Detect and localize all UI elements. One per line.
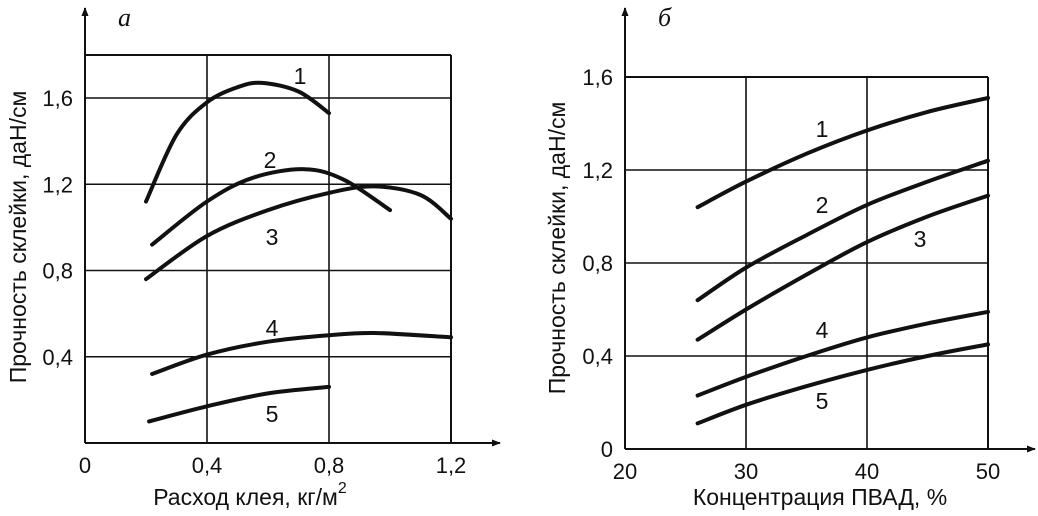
x-axis-label: Расход клея, кг/м2 xyxy=(153,480,347,510)
x-tick-label: 50 xyxy=(976,459,1000,484)
x-axis-label-superscript: 2 xyxy=(338,480,347,497)
y-tick-label: 0,4 xyxy=(582,344,613,369)
chart-panel-2: 20 30 40 50 0 0,4 0,8 1,2 1,6 б Концентрация ПВАД,… xyxy=(544,3,1036,510)
series-label-1: 1 xyxy=(294,63,307,89)
x-axis-label: Концентрация ПВАД, % xyxy=(693,484,947,510)
series-label-2: 2 xyxy=(264,147,277,173)
series-line-2 xyxy=(150,167,392,247)
x-tick-label: 1,2 xyxy=(436,453,467,478)
panel-label: а xyxy=(118,3,131,32)
x-tick-label: 0 xyxy=(79,453,91,478)
series-line-4 xyxy=(150,330,453,376)
x-tick-label: 0,8 xyxy=(314,453,345,478)
y-tick-label: 0,8 xyxy=(582,251,613,276)
series-label-4: 4 xyxy=(816,317,829,343)
series-label-4: 4 xyxy=(266,315,279,341)
series-label-1: 1 xyxy=(816,116,829,142)
series-line-5 xyxy=(147,384,331,424)
series-line-3 xyxy=(144,184,453,282)
y-tick-label: 0,8 xyxy=(42,259,73,284)
series-label-5: 5 xyxy=(816,388,829,414)
x-tick-label: 30 xyxy=(734,459,758,484)
y-tick-label: 1,6 xyxy=(582,65,613,90)
series-line-2 xyxy=(695,158,990,303)
y-tick-label: 1,2 xyxy=(582,158,613,183)
panel-label: б xyxy=(658,3,672,32)
series-label-5: 5 xyxy=(266,401,279,427)
series-label-3: 3 xyxy=(914,226,927,252)
y-tick-label: 1,6 xyxy=(42,86,73,111)
series-line-1 xyxy=(144,80,331,204)
x-tick-label: 0,4 xyxy=(192,453,223,478)
x-tick-label: 40 xyxy=(855,459,879,484)
y-axis-label: Прочность склейки, даН/см xyxy=(5,91,31,384)
series-line-5 xyxy=(695,342,990,426)
y-tick-label: 1,2 xyxy=(42,172,73,197)
y-tick-label: 0 xyxy=(601,437,613,462)
series-label-3: 3 xyxy=(266,224,279,250)
chart-panel-1: 0 0,4 0,8 1,2 0,4 0,8 1,2 1,6 а Расход клея, кг/м… xyxy=(5,3,501,510)
x-tick-label: 20 xyxy=(613,459,637,484)
series-line-4 xyxy=(695,309,990,398)
series-label-2: 2 xyxy=(816,192,829,218)
series-line-3 xyxy=(695,193,990,342)
y-axis-label: Прочность склейки, даН/см xyxy=(544,102,570,395)
series-line-1 xyxy=(695,95,990,210)
y-tick-label: 0,4 xyxy=(42,345,73,370)
